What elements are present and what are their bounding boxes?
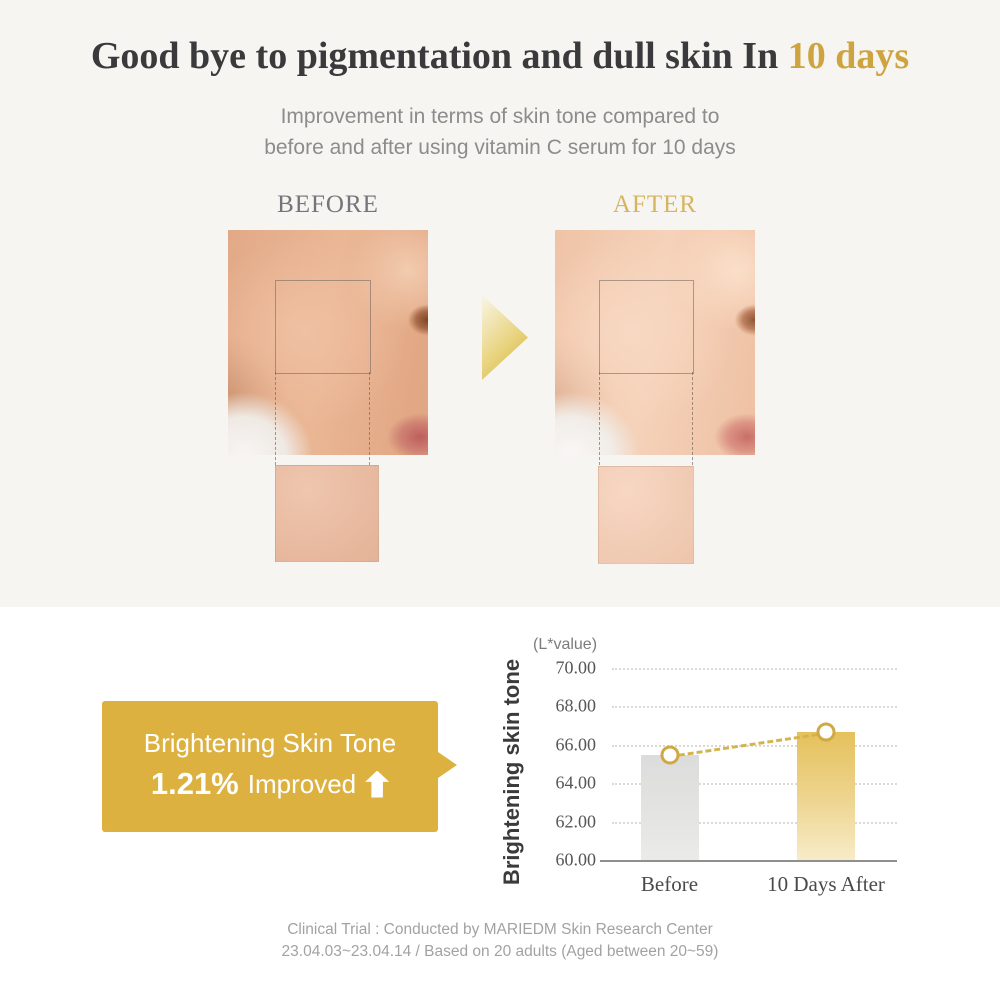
before-label: BEFORE [277, 191, 379, 218]
gridline [612, 821, 897, 824]
before-skin-zoom-patch [275, 465, 379, 562]
zoom-guide-line [599, 372, 600, 465]
bar-10-days-after [797, 732, 855, 860]
y-tick-label: 64.00 [555, 772, 597, 793]
clinical-trial-note-line-2: 23.04.03~23.04.14 / Based on 20 adults (… [281, 943, 719, 960]
y-tick-label: 68.00 [555, 695, 597, 716]
chart-plot-area [600, 668, 897, 862]
bar-before [640, 755, 699, 860]
chart-unit-label: (L*value) [533, 636, 598, 653]
page-title: Good bye to pigmentation and dull skin I… [0, 34, 1000, 78]
improvement-percent: 1.21% [150, 766, 239, 801]
zoom-guide-line [692, 372, 693, 465]
gridline [612, 783, 897, 786]
y-tick-label: 62.00 [555, 811, 597, 832]
subtitle: Improvement in terms of skin tone compar… [0, 101, 1000, 163]
zoom-guide-line [369, 372, 370, 465]
improvement-suffix: Improved [247, 768, 357, 799]
page-title-main: Good bye to pigmentation and dull skin I… [90, 35, 779, 77]
chart-x-axis-line [600, 860, 897, 862]
clinical-trial-note-line-1: Clinical Trial : Conducted by MARIEDM Sk… [287, 921, 713, 938]
data-point-marker [660, 745, 679, 765]
page-title-highlight: 10 days [787, 35, 910, 77]
subtitle-line-1: Improvement in terms of skin tone compar… [280, 105, 720, 128]
chart-x-category-labels: Before 10 Days After [612, 872, 897, 902]
subtitle-line-2: before and after using vitamin C serum f… [264, 136, 736, 159]
callout-text: Brightening Skin Tone [143, 728, 397, 758]
data-point-marker [816, 722, 836, 742]
gridline [612, 668, 897, 670]
chart-y-tick-labels: 60.00 62.00 64.00 66.00 68.00 70.00 [520, 658, 597, 870]
y-tick-label: 66.00 [555, 734, 597, 755]
gridline [612, 706, 897, 709]
result-callout: Brightening Skin Tone 1.21% Improved [102, 701, 457, 832]
after-zoom-region-outline [599, 280, 694, 374]
x-category-label: 10 Days After [767, 872, 885, 896]
before-face-photo [228, 230, 428, 455]
gridline [612, 744, 897, 747]
y-tick-label: 60.00 [555, 849, 597, 870]
up-arrow-icon [365, 770, 390, 798]
top-section-background [0, 0, 1000, 607]
after-skin-zoom-patch [598, 466, 694, 564]
before-zoom-region-outline [275, 280, 371, 374]
after-face-photo [555, 230, 755, 455]
y-tick-label: 70.00 [555, 657, 597, 678]
after-label: AFTER [612, 191, 698, 218]
x-category-label: Before [640, 872, 699, 896]
callout-result-line: 1.21% Improved [102, 766, 438, 802]
zoom-guide-line [275, 372, 276, 465]
